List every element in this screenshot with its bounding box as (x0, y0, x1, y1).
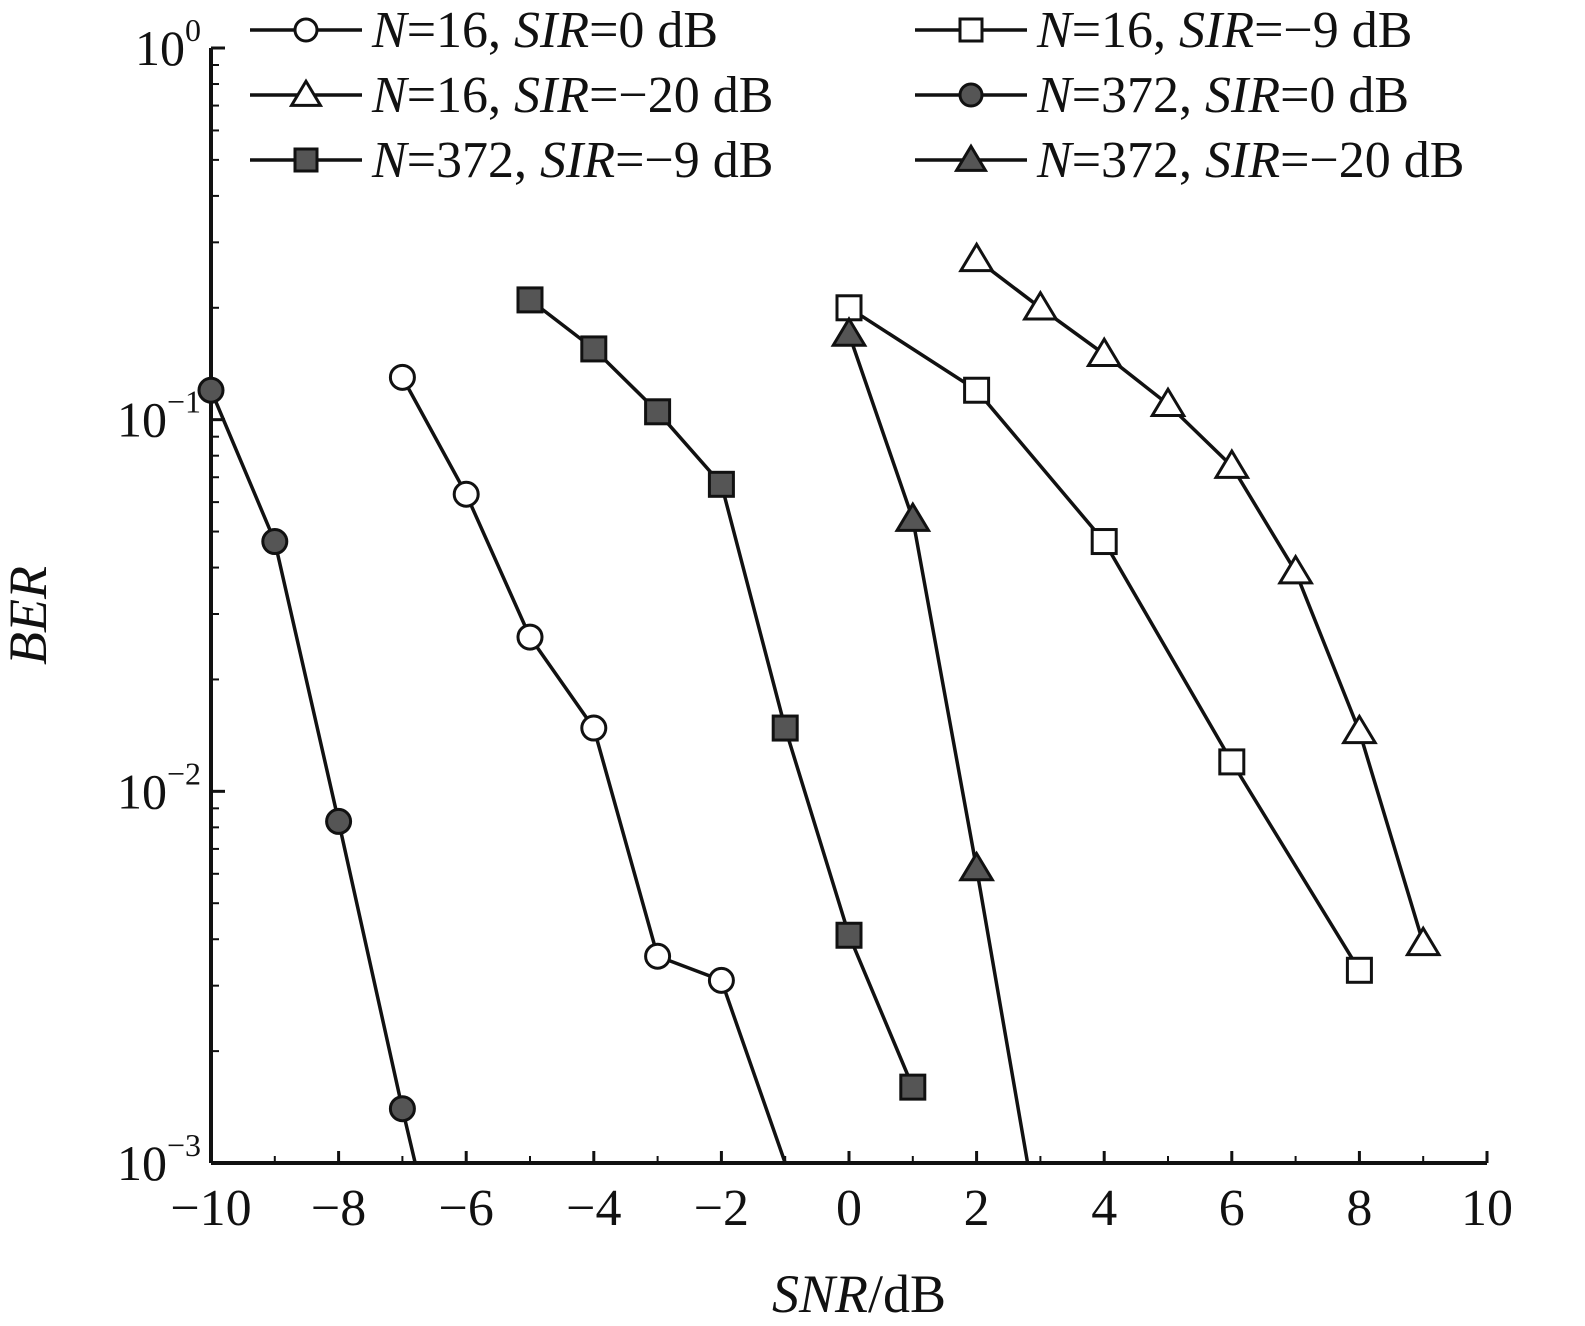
legend-entry: N=16, SIR=0 dB (250, 2, 718, 59)
data-point (707, 966, 735, 994)
data-point (644, 942, 672, 970)
data-point (830, 316, 868, 347)
data-point (1345, 956, 1373, 984)
legend-entry: N=372, SIR=−9 dB (250, 132, 773, 189)
data-point (325, 807, 353, 835)
data-point (1085, 336, 1123, 367)
data-point (516, 623, 544, 651)
series-372-−9dB (516, 286, 927, 1101)
data-point (1277, 553, 1314, 585)
x-tick-label: 6 (1219, 1180, 1245, 1237)
data-point (1149, 386, 1187, 418)
data-point (707, 470, 735, 498)
x-tick-label: 2 (964, 1180, 990, 1237)
series-line (211, 389, 417, 1163)
data-point (963, 376, 991, 404)
data-point (835, 294, 863, 322)
legend: N=16, SIR=0 dB N=16, SIR=−9 dB N=16, SIR=−… (250, 2, 1464, 189)
data-point (958, 17, 984, 43)
data-point (899, 1073, 927, 1101)
data-point (1404, 925, 1442, 957)
axis-labels: SNR/dB BER (0, 566, 946, 1324)
data-point (1218, 748, 1246, 776)
data-point (452, 480, 480, 508)
legend-label: N=16, SIR=−9 dB (1036, 2, 1412, 59)
data-point (953, 143, 989, 172)
x-tick-label: 8 (1346, 1180, 1372, 1237)
data-point (388, 1095, 416, 1123)
series-line (975, 257, 1425, 944)
x-tick-label: 10 (1461, 1180, 1513, 1237)
y-tick-label: 100 (135, 12, 201, 76)
legend-label: N=16, SIR=0 dB (371, 2, 718, 59)
data-point (1090, 528, 1118, 556)
x-tick-label: 4 (1091, 1180, 1117, 1237)
x-tick-label: 0 (836, 1180, 862, 1237)
data-point (580, 335, 608, 363)
x-axis-title: SNR/dB (772, 1264, 946, 1324)
data-point (1022, 289, 1059, 321)
legend-label: N=372, SIR=−9 dB (371, 132, 773, 189)
axes: −10 −8 −6 −4 −2 0 2 4 6 8 10 100 10−1 10−2 10−3 (117, 12, 1513, 1237)
data-point (958, 241, 995, 273)
x-tick-label: −6 (439, 1180, 494, 1237)
data-point (197, 376, 225, 404)
data-point (1341, 713, 1378, 745)
data-point (894, 501, 932, 532)
x-tick-label: −10 (170, 1180, 251, 1237)
legend-label: N=16, SIR=−20 dB (371, 67, 773, 124)
series-line (847, 333, 1030, 1163)
series-16-−9dB (835, 294, 1373, 984)
data-point (293, 147, 319, 173)
plot-area (197, 241, 1442, 1163)
legend-entry: N=16, SIR=−9 dB (915, 2, 1412, 59)
legend-label: N=372, SIR=0 dB (1036, 67, 1409, 124)
legend-label: N=372, SIR=−20 dB (1036, 132, 1464, 189)
y-tick-label: 10−2 (117, 755, 201, 819)
y-tick-label: 10−1 (117, 384, 201, 448)
y-tick-label: 10−3 (117, 1127, 201, 1191)
series-16-−20dB (958, 241, 1442, 957)
x-tick-label: −2 (694, 1180, 749, 1237)
data-point (835, 921, 863, 949)
series-372-−20dB (830, 316, 1030, 1163)
legend-entry: N=16, SIR=−20 dB (250, 67, 773, 124)
data-point (388, 363, 416, 391)
x-tick-label: −4 (566, 1180, 621, 1237)
data-point (516, 286, 544, 314)
series-line (848, 306, 1361, 972)
data-point (1213, 448, 1251, 479)
data-point (958, 850, 995, 882)
series-372-0dB (197, 376, 417, 1163)
data-point (288, 78, 324, 107)
data-point (261, 528, 289, 556)
data-point (958, 82, 984, 108)
legend-entry: N=372, SIR=−20 dB (915, 132, 1464, 189)
legend-entry: N=372, SIR=0 dB (915, 67, 1409, 124)
data-point (293, 17, 319, 43)
data-point (580, 714, 608, 742)
y-axis-title: BER (0, 566, 58, 665)
series-16-0dB (388, 363, 787, 1163)
x-tick-label: −8 (311, 1180, 366, 1237)
data-point (771, 714, 799, 742)
data-point (644, 398, 672, 426)
